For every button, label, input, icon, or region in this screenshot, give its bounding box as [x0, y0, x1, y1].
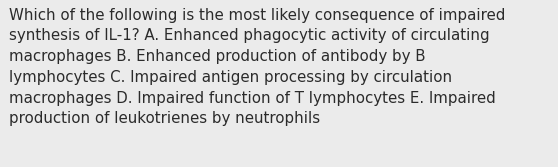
Text: Which of the following is the most likely consequence of impaired
synthesis of I: Which of the following is the most likel… — [9, 8, 506, 126]
